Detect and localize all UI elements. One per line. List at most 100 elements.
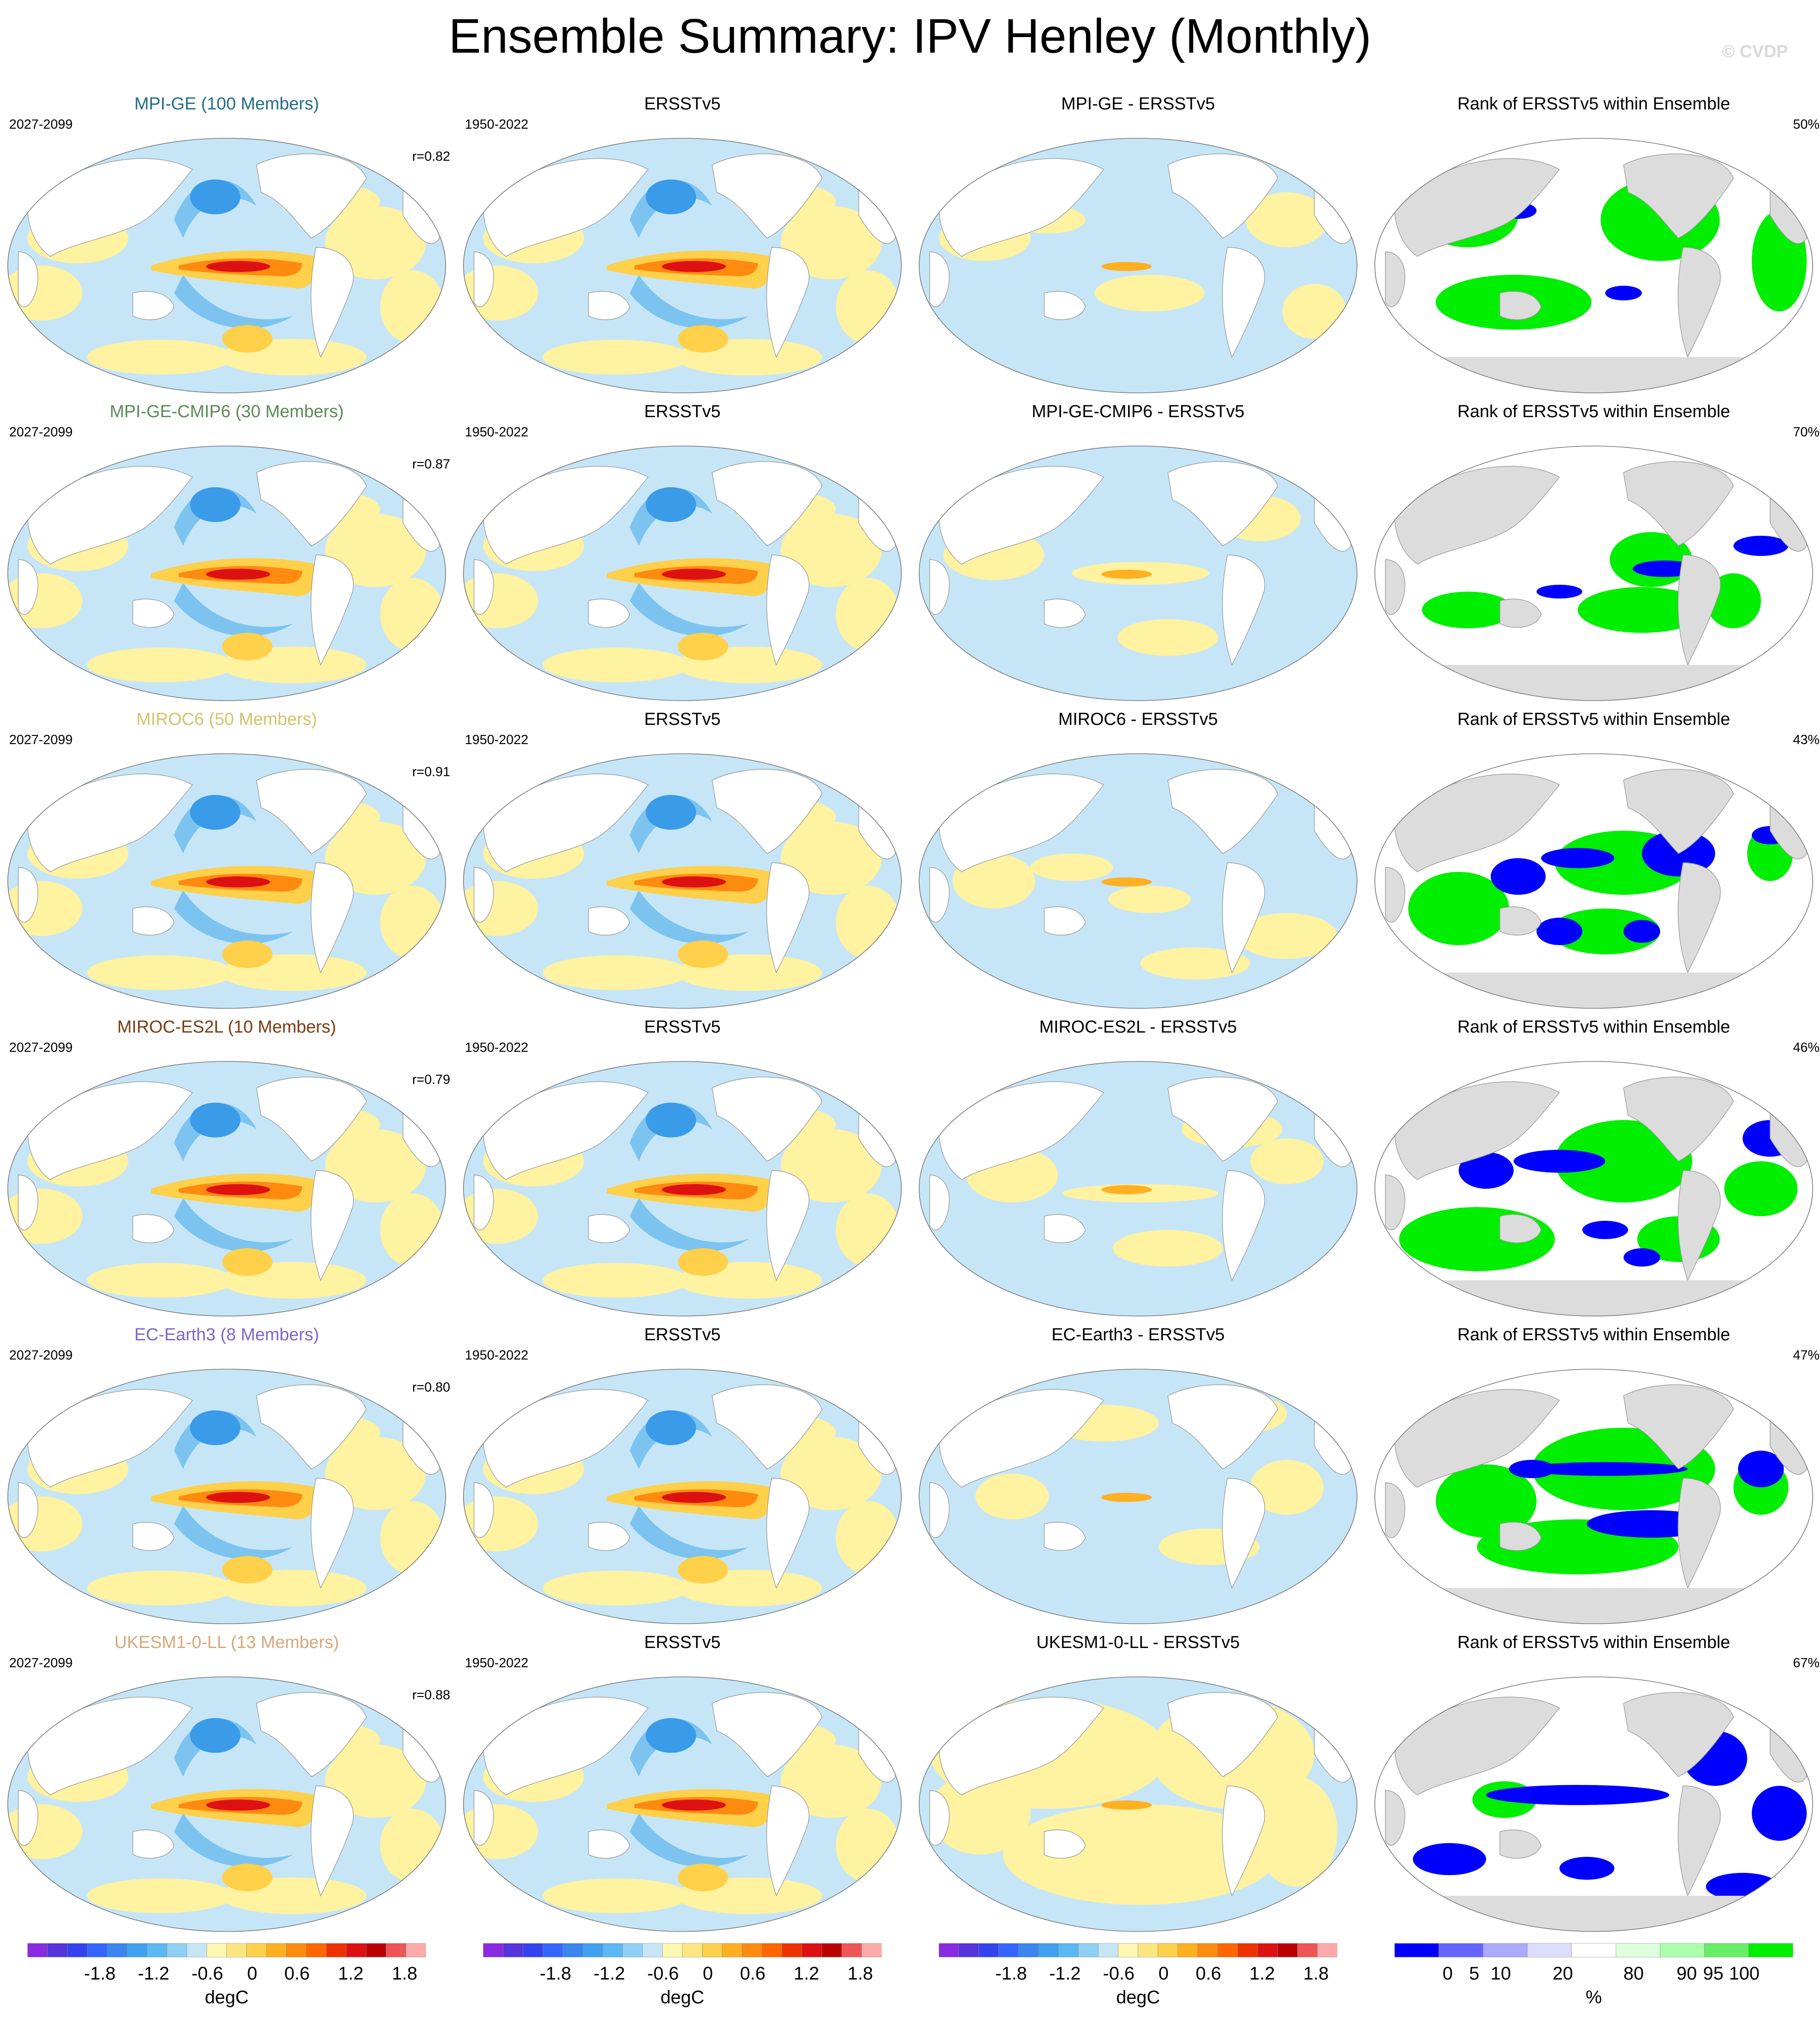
warm-anomaly-patch xyxy=(380,578,444,651)
colorbar-tick-label: -1.2 xyxy=(593,1964,625,1984)
warm-difference-patch xyxy=(930,1772,1030,1855)
warm-anomaly-patch xyxy=(463,881,538,936)
antarctica-landmass xyxy=(1375,973,1813,1008)
colorbar-tick-label: -0.6 xyxy=(647,1964,679,1984)
australia-landmass xyxy=(588,598,630,628)
map-outline xyxy=(463,446,902,701)
rank-panel: Rank of ERSSTv5 within Ensemble 67% xyxy=(1367,1630,1820,1937)
colorbar-swatch xyxy=(1237,1943,1258,1958)
asia-landmass xyxy=(27,773,193,872)
map-outline xyxy=(463,1369,902,1624)
colorbar-swatch xyxy=(1571,1943,1616,1958)
warm-anomaly-patch xyxy=(8,881,82,936)
colorbar-tick-label: 1.8 xyxy=(847,1964,873,1984)
asia-landmass xyxy=(483,1389,649,1488)
obs-panel: ERSSTv5 1950-2022 xyxy=(456,707,909,1014)
asia-landmass xyxy=(1394,1389,1560,1488)
africa-landmass xyxy=(18,1790,38,1846)
australia-landmass xyxy=(588,906,630,936)
africa-landmass xyxy=(929,559,950,615)
south-pacific-warm-patch xyxy=(678,633,728,660)
australia-landmass xyxy=(132,1214,174,1243)
warm-anomaly-patch xyxy=(8,1496,82,1551)
warm-anomaly-patch xyxy=(836,1193,900,1267)
south-america-landmass xyxy=(766,1478,810,1589)
colorbar-swatch xyxy=(1277,1943,1298,1958)
high-rank-region xyxy=(1550,908,1660,954)
model-title: MPI-GE-CMIP6 (30 Members) xyxy=(109,402,344,421)
mean-map xyxy=(7,446,446,701)
equatorial-max xyxy=(662,1184,726,1195)
africa-landmass xyxy=(474,1175,494,1230)
equatorial-max xyxy=(662,1800,726,1811)
map-outline xyxy=(7,446,446,701)
low-rank-region xyxy=(1459,1152,1514,1189)
rank-panel: Rank of ERSSTv5 within Ensemble 46% xyxy=(1367,1015,1820,1322)
africa-landmass xyxy=(18,559,38,615)
equatorial-max xyxy=(206,1184,270,1195)
period-label: 1950-2022 xyxy=(465,1348,529,1363)
north-america-landmass xyxy=(1167,1384,1278,1469)
north-america-landmass xyxy=(256,1692,367,1777)
mean-map xyxy=(7,753,446,1009)
equatorial-difference xyxy=(1101,1493,1152,1502)
colorbar-swatch xyxy=(1297,1943,1318,1958)
rank-percent: 43% xyxy=(1793,733,1820,747)
high-rank-region xyxy=(1578,587,1706,633)
north-america-landmass xyxy=(256,1384,367,1469)
pattern-correlation: r=0.88 xyxy=(412,1688,451,1703)
warm-anomaly-patch xyxy=(8,573,82,628)
diff-panel: UKESM1-0-LL - ERSSTv5 xyxy=(911,1630,1365,1937)
rank-panel: Rank of ERSSTv5 within Ensemble 43% xyxy=(1367,707,1820,1014)
colorbar-swatch xyxy=(286,1943,307,1958)
map-outline xyxy=(919,138,1357,393)
warm-anomaly-patch xyxy=(87,647,234,682)
colorbar-swatch xyxy=(226,1943,247,1958)
africa-landmass xyxy=(929,1790,950,1846)
colorbar-swatch xyxy=(207,1943,227,1958)
warm-anomaly-patch xyxy=(543,1878,689,1913)
colorbar-swatch xyxy=(583,1943,603,1958)
low-rank-region xyxy=(1514,1150,1605,1173)
period-label: 2027-2099 xyxy=(9,1040,73,1055)
mean-map xyxy=(7,1369,446,1624)
africa-landmass xyxy=(18,1175,38,1230)
warm-difference-patch xyxy=(1117,619,1218,656)
colorbar-unit: degC xyxy=(660,1987,704,2007)
colorbar-swatch xyxy=(1749,1943,1793,1958)
south-pacific-warm-patch xyxy=(222,325,272,353)
diff-map xyxy=(919,1061,1357,1316)
antarctica-landmass xyxy=(1375,1588,1813,1624)
warm-anomaly-patch xyxy=(543,1571,689,1605)
colorbar-tick-label: -1.8 xyxy=(995,1964,1027,1984)
period-label: 1950-2022 xyxy=(465,425,529,440)
high-rank-region xyxy=(1436,1464,1537,1538)
australia-landmass xyxy=(132,1522,174,1551)
colorbar-swatch xyxy=(722,1943,742,1958)
rank-map xyxy=(1374,138,1813,393)
africa-landmass xyxy=(1385,1482,1406,1538)
africa-landmass xyxy=(474,251,494,307)
colorbar-swatch xyxy=(167,1943,187,1958)
warm-anomaly-patch xyxy=(87,340,234,375)
map-outline xyxy=(7,1676,446,1932)
low-rank-region xyxy=(1413,1843,1486,1875)
colorbar-swatch xyxy=(246,1943,267,1958)
south-pacific-warm-patch xyxy=(678,1248,728,1276)
africa-landmass xyxy=(18,251,38,307)
warm-anomaly-patch xyxy=(836,270,900,343)
map-outline xyxy=(7,1061,446,1316)
colorbar-tick-label: 0 xyxy=(1158,1964,1169,1984)
colorbar-tick-label: 100 xyxy=(1729,1964,1760,1984)
australia-landmass xyxy=(588,1214,630,1243)
equatorial-max xyxy=(662,569,726,580)
model-title: MIROC-ES2L (10 Members) xyxy=(117,1017,336,1037)
equatorial-max xyxy=(662,876,726,887)
colorbar-swatch xyxy=(1018,1943,1039,1958)
equatorial-difference xyxy=(1101,262,1152,271)
colorbar-tick-label: -1.2 xyxy=(1049,1964,1081,1984)
warm-difference-patch xyxy=(975,1474,1049,1519)
obs-title: ERSSTv5 xyxy=(644,94,721,114)
antarctica-landmass xyxy=(1375,1280,1813,1316)
north-america-landmass xyxy=(1623,153,1734,239)
